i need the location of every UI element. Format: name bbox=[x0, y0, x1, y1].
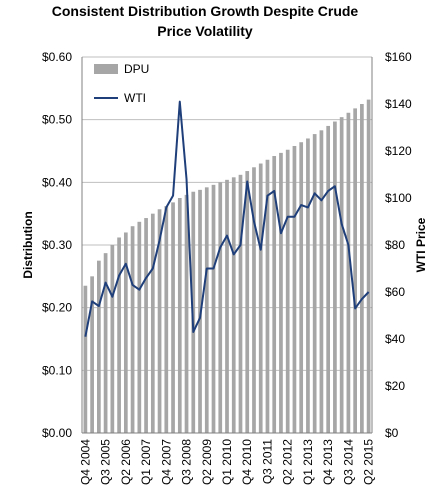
bar-dpu bbox=[211, 184, 216, 433]
line-wti bbox=[84, 100, 370, 337]
left-tick-label: $0.20 bbox=[42, 301, 72, 315]
bar-dpu bbox=[319, 130, 324, 433]
x-tick-label: Q2 2006 bbox=[119, 439, 133, 485]
bar-dpu bbox=[137, 221, 142, 433]
left-axis-title: Distribution bbox=[21, 211, 35, 278]
left-tick-labels: $0.00 $0.10 $0.20 $0.30 $0.40 $0.50 $0.60 bbox=[42, 50, 72, 440]
bar-dpu bbox=[218, 182, 223, 433]
bar-dpu bbox=[306, 138, 310, 433]
bar-dpu bbox=[150, 213, 155, 433]
left-tick-label: $0.30 bbox=[42, 238, 72, 252]
bar-dpu bbox=[204, 187, 209, 433]
bar-dpu bbox=[83, 285, 88, 433]
right-tick-label: $120 bbox=[385, 144, 412, 158]
bar-dpu bbox=[231, 177, 236, 433]
x-tick-label: Q4 2007 bbox=[159, 439, 173, 485]
bar-dpu bbox=[157, 209, 162, 433]
bar-dpu bbox=[285, 149, 290, 433]
x-tick-label: Q1 2013 bbox=[301, 439, 315, 485]
x-tick-label: Q3 2011 bbox=[260, 439, 274, 484]
left-tick-label: $0.10 bbox=[42, 363, 72, 377]
bar-dpu bbox=[312, 134, 317, 433]
bar-dpu bbox=[164, 206, 169, 433]
x-tick-label: Q3 2008 bbox=[180, 439, 194, 485]
legend-dpu-swatch bbox=[94, 64, 118, 74]
bar-dpu bbox=[130, 226, 135, 433]
x-tick-label: Q3 2005 bbox=[99, 439, 113, 485]
left-tick-label: $0.40 bbox=[42, 175, 72, 189]
right-tick-label: $60 bbox=[385, 285, 405, 299]
right-tick-label: $160 bbox=[385, 50, 412, 64]
bar-dpu bbox=[346, 112, 351, 434]
legend-wti-label: WTI bbox=[124, 91, 146, 105]
bar-dpu bbox=[258, 163, 263, 434]
bar-dpu bbox=[326, 125, 331, 433]
line-series-wti bbox=[84, 100, 370, 337]
x-tick-label: Q2 2012 bbox=[281, 439, 295, 485]
x-tick-label: Q4 2004 bbox=[78, 439, 92, 485]
right-tick-label: $40 bbox=[385, 332, 405, 346]
left-tick-label: $0.60 bbox=[42, 50, 72, 64]
x-tick-label: Q4 2013 bbox=[321, 439, 335, 485]
right-axis-title: WTI Price bbox=[414, 217, 428, 272]
x-tick-label: Q3 2014 bbox=[341, 439, 355, 485]
bar-dpu bbox=[90, 276, 94, 433]
bar-dpu bbox=[177, 198, 182, 433]
bar-dpu bbox=[339, 117, 344, 433]
bar-dpu bbox=[238, 174, 243, 433]
bar-dpu bbox=[97, 260, 101, 433]
x-tick-label: Q2 2015 bbox=[362, 439, 376, 485]
left-tick-label: $0.00 bbox=[42, 426, 72, 440]
bar-dpu bbox=[292, 145, 297, 433]
bar-dpu bbox=[171, 202, 175, 433]
bar-dpu bbox=[110, 245, 115, 433]
axes bbox=[81, 57, 373, 434]
x-tick-label: Q2 2009 bbox=[200, 439, 214, 485]
bar-dpu bbox=[272, 156, 277, 433]
chart-title-line1: Consistent Distribution Growth Despite C… bbox=[52, 3, 359, 19]
chart-title-line2: Price Volatility bbox=[157, 23, 253, 39]
right-tick-labels: $0 $20 $40 $60 $80 $100 $120 $140 $160 bbox=[385, 50, 412, 440]
x-tick-label: Q1 2007 bbox=[139, 439, 153, 485]
bar-dpu bbox=[353, 108, 357, 434]
bar-dpu bbox=[225, 179, 229, 433]
bar-dpu bbox=[265, 159, 270, 434]
bar-dpu bbox=[184, 194, 189, 433]
bar-dpu bbox=[333, 121, 337, 434]
right-tick-label: $0 bbox=[385, 426, 399, 440]
bar-dpu bbox=[366, 99, 371, 433]
bar-dpu bbox=[299, 142, 304, 433]
bar-dpu bbox=[103, 253, 108, 433]
bar-dpu bbox=[360, 104, 364, 433]
left-tick-label: $0.50 bbox=[42, 113, 72, 127]
legend: DPU WTI bbox=[94, 62, 149, 105]
bar-dpu bbox=[123, 232, 128, 433]
bar-dpu bbox=[117, 237, 121, 433]
right-tick-label: $100 bbox=[385, 191, 412, 205]
right-tick-label: $80 bbox=[385, 238, 405, 252]
right-tick-label: $20 bbox=[385, 379, 405, 393]
x-tick-label: Q4 2010 bbox=[240, 439, 254, 485]
x-tick-labels: Q4 2004 Q3 2005 Q2 2006 Q1 2007 Q4 2007 Q3 20… bbox=[78, 439, 375, 485]
bar-dpu bbox=[279, 152, 283, 433]
bar-dpu bbox=[245, 171, 250, 433]
bar-dpu bbox=[144, 218, 148, 433]
bar-dpu bbox=[252, 167, 256, 433]
right-tick-label: $140 bbox=[385, 97, 412, 111]
legend-dpu-label: DPU bbox=[124, 62, 149, 76]
x-tick-label: Q1 2010 bbox=[220, 439, 234, 485]
